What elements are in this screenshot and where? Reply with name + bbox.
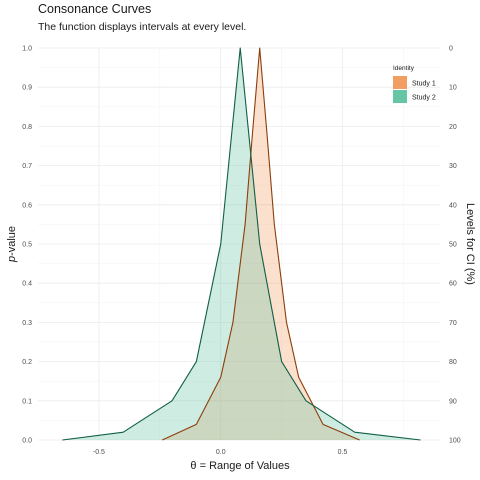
y2-tick-label: 10 — [449, 85, 457, 92]
legend-title: Identity — [393, 65, 415, 72]
legend: Identity Study 1 Study 2 — [393, 65, 436, 103]
legend-swatch-study-1 — [393, 76, 407, 89]
chart-subtitle: The function displays intervals at every… — [38, 21, 247, 33]
x-axis-symbol: θ = — [190, 460, 209, 472]
x-axis-label: Range of Values — [209, 460, 290, 472]
y2-tick-label: 90 — [449, 398, 457, 405]
y2-tick-label: 20 — [449, 124, 457, 131]
legend-label-study-2: Study 2 — [412, 95, 436, 102]
x-tick-label: 0.0 — [216, 449, 226, 456]
y-axis-title: p-value — [6, 226, 18, 263]
y2-axis-title: Levels for CI (%) — [464, 203, 476, 285]
y2-tick-label: 100 — [449, 438, 461, 445]
y-tick-label: 0.1 — [22, 398, 32, 405]
legend-label-study-1: Study 1 — [412, 81, 436, 88]
y-axis-italic: p — [6, 256, 18, 263]
grid — [38, 47, 440, 441]
series-area-2 — [62, 48, 421, 440]
y-tick-label: 0.2 — [22, 359, 32, 366]
y2-tick-label: 40 — [449, 202, 457, 209]
y-tick-label: 0.6 — [22, 202, 32, 209]
y-tick-label: 0.3 — [22, 320, 32, 327]
series-line-2 — [62, 47, 421, 441]
x-tick-label: 0.5 — [338, 449, 348, 456]
y-tick-label: 0.4 — [22, 281, 32, 288]
y2-tick-label: 30 — [449, 163, 457, 170]
y-tick-label: 0.9 — [22, 85, 32, 92]
tick-labels: 0.00.10.20.30.40.50.60.70.80.91.01009080… — [22, 46, 461, 457]
y-tick-label: 0.0 — [22, 438, 32, 445]
y-tick-label: 0.8 — [22, 124, 32, 131]
series-line-1 — [162, 47, 360, 441]
y-tick-label: 0.7 — [22, 163, 32, 170]
x-axis-title: θ = Range of Values — [190, 460, 290, 472]
y2-tick-label: 50 — [449, 242, 457, 249]
y-tick-label: 0.5 — [22, 242, 32, 249]
y-tick-label: 1.0 — [22, 46, 32, 53]
legend-swatch-study-2 — [393, 90, 407, 103]
y2-tick-label: 0 — [449, 46, 453, 53]
y-axis-label: -value — [6, 226, 18, 256]
y2-tick-label: 80 — [449, 359, 457, 366]
y2-tick-label: 70 — [449, 320, 457, 327]
series-layer — [62, 47, 421, 441]
y2-tick-label: 60 — [449, 281, 457, 288]
x-tick-label: -0.5 — [93, 449, 105, 456]
chart-title: Consonance Curves — [38, 2, 152, 16]
series-area-1 — [162, 48, 360, 440]
